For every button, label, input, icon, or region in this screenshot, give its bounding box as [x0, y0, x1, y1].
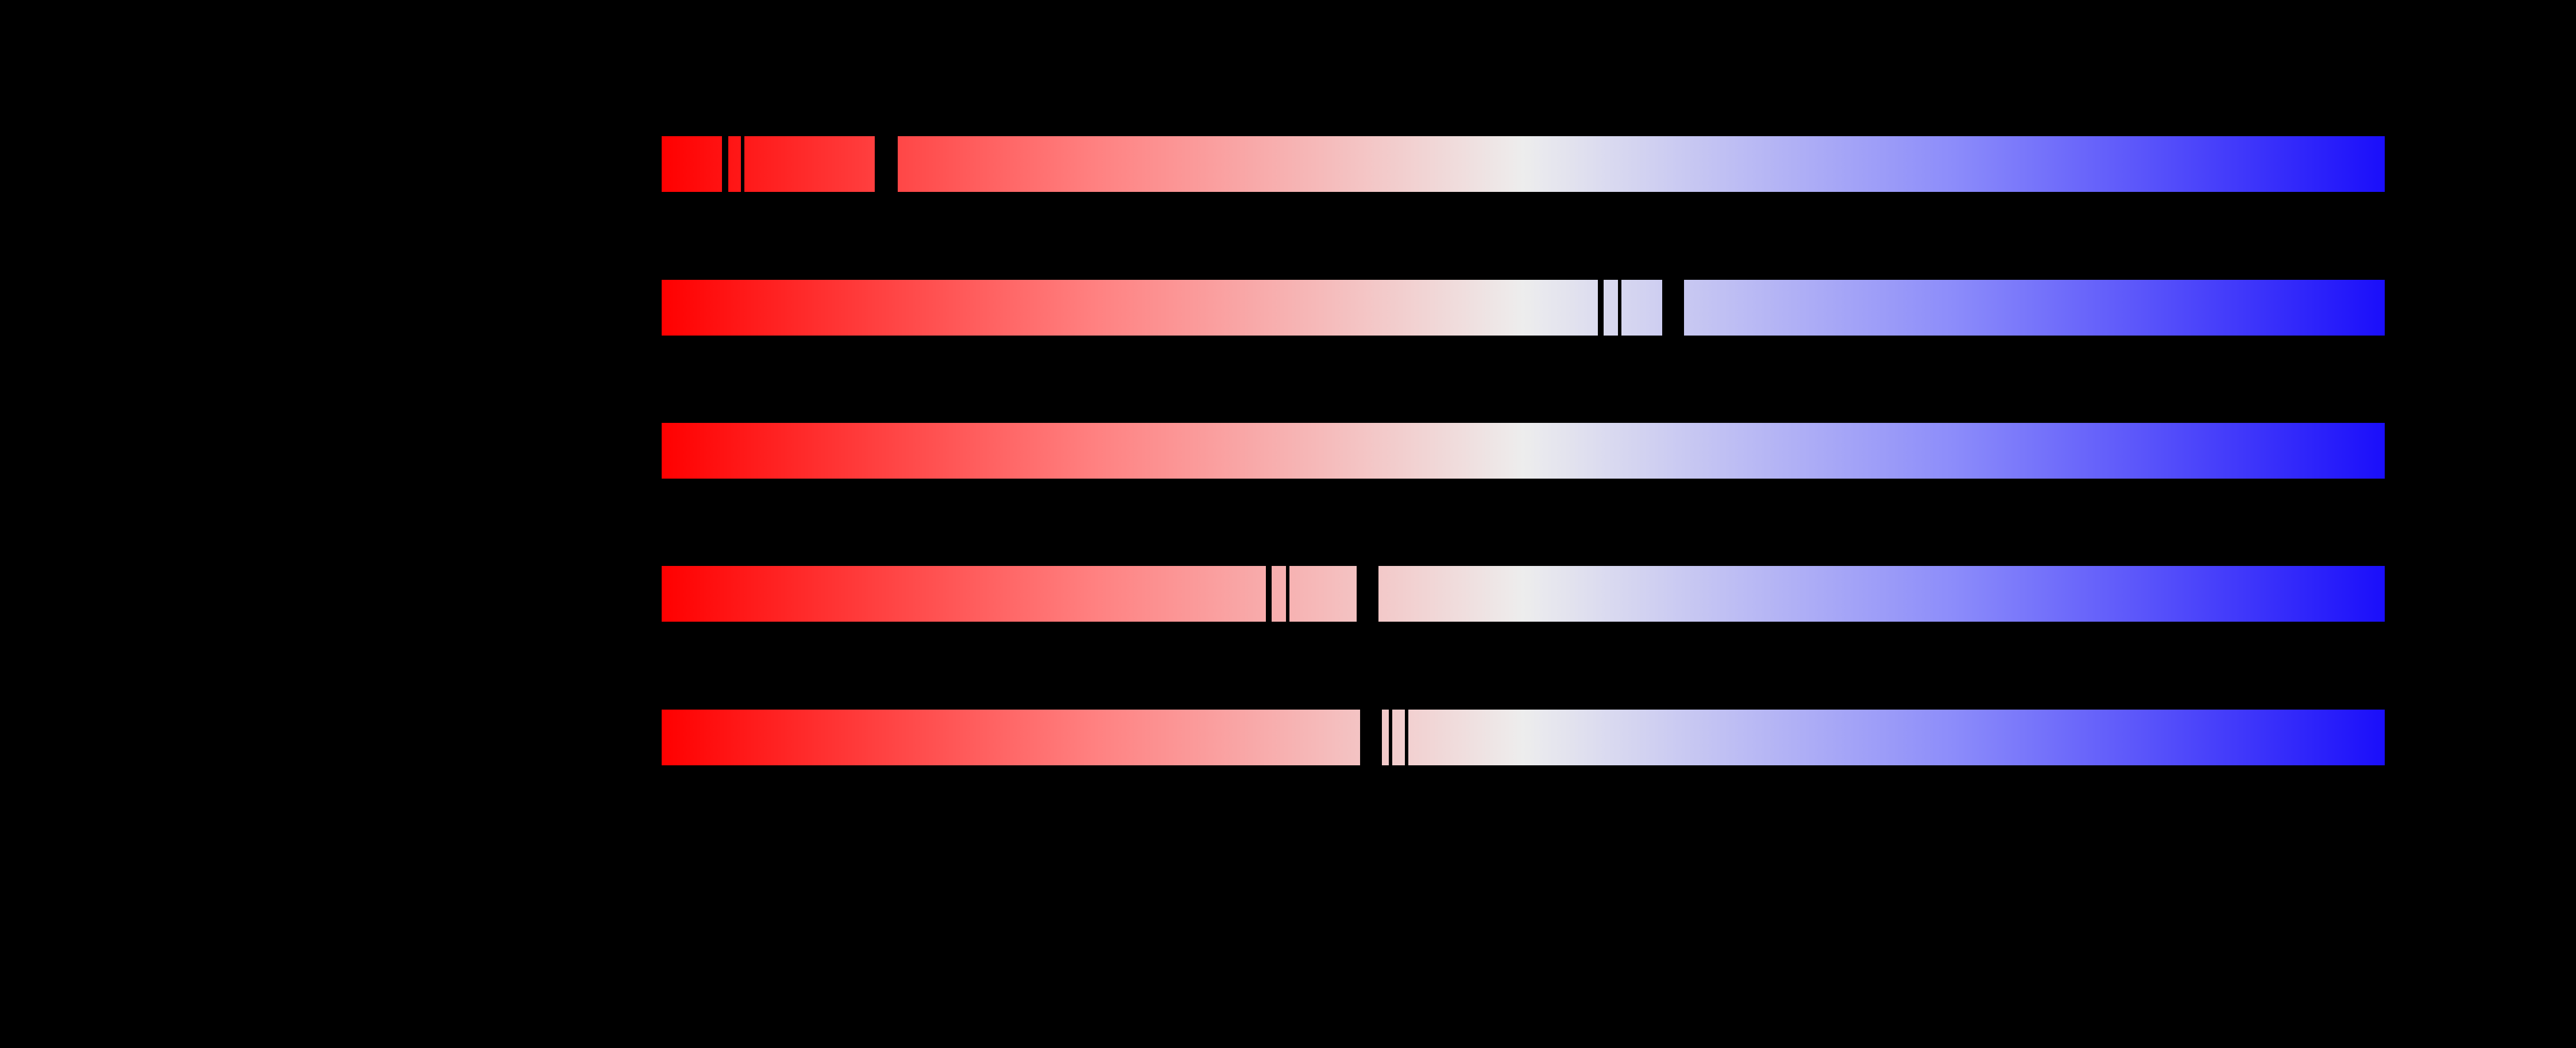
gradient-fill	[662, 566, 1266, 622]
gradient-segment	[744, 136, 875, 192]
gradient-fill	[662, 710, 1360, 765]
gradient-fill	[728, 136, 741, 192]
gradient-bar-2	[662, 280, 2385, 336]
gradient-bar-3	[662, 423, 2385, 479]
gradient-segment	[662, 136, 722, 192]
gradient-segment	[662, 423, 2385, 479]
gradient-fill	[662, 280, 1598, 336]
gradient-fill	[662, 423, 2385, 479]
gradient-fill	[1272, 566, 1286, 622]
gradient-bar-5	[662, 710, 2385, 765]
gradient-fill	[744, 136, 875, 192]
gradient-segment	[898, 136, 2385, 192]
gradient-segment	[1604, 280, 1618, 336]
gradient-fill	[1604, 280, 1618, 336]
gradient-segment	[1378, 566, 2385, 622]
gradient-fill	[1392, 710, 1405, 765]
gradient-fill	[662, 136, 722, 192]
gradient-bar-4	[662, 566, 2385, 622]
gradient-fill	[1378, 566, 2385, 622]
gradient-segment	[1392, 710, 1405, 765]
gradient-fill	[898, 136, 2385, 192]
gradient-segment	[662, 280, 1598, 336]
gradient-segment	[728, 136, 741, 192]
gradient-segment	[662, 566, 1266, 622]
gradient-segment	[1408, 710, 2385, 765]
gradient-segment	[1272, 566, 1286, 622]
gradient-segment	[1382, 710, 1389, 765]
gradient-fill	[1289, 566, 1357, 622]
gradient-segment	[1683, 280, 2385, 336]
gradient-fill	[1621, 280, 1663, 336]
gradient-fill	[1382, 710, 1389, 765]
gradient-fill	[1683, 280, 2385, 336]
gradient-segment	[1621, 280, 1663, 336]
gradient-bar-1	[662, 136, 2385, 192]
gradient-fill	[1408, 710, 2385, 765]
gradient-segment	[662, 710, 1360, 765]
gradient-segment	[1289, 566, 1357, 622]
